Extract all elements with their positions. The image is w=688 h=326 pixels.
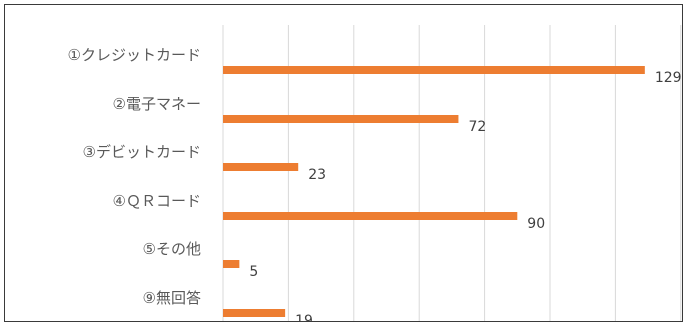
bar-2 (223, 115, 459, 123)
bar-1 (223, 66, 645, 74)
data-label: 5 (249, 264, 258, 280)
bar-5 (223, 260, 240, 268)
category-label: ⑤その他 (143, 240, 201, 258)
labels: ①クレジットカード 129 ②電子マネー 72 ③デビットカード 23 ④ＱＲコード 90 ⑤そ… (68, 46, 682, 322)
category-label: ③デビットカード (83, 143, 201, 161)
chart-frame: ①クレジットカード 129 ②電子マネー 72 ③デビットカード 23 ④ＱＲコード 90 ⑤そ… (4, 4, 683, 322)
category-label: ⑨無回答 (143, 289, 201, 307)
bar-chart: ①クレジットカード 129 ②電子マネー 72 ③デビットカード 23 ④ＱＲコード 90 ⑤そ… (68, 25, 682, 322)
bar-4 (223, 212, 518, 220)
data-label: 90 (527, 216, 545, 232)
data-label: 19 (295, 313, 313, 322)
category-label: ④ＱＲコード (113, 192, 201, 210)
category-label: ②電子マネー (113, 95, 201, 113)
data-label: 129 (655, 70, 682, 86)
data-label: 72 (468, 119, 486, 135)
bars (223, 66, 645, 317)
bar-3 (223, 163, 299, 171)
data-label: 23 (308, 167, 326, 183)
category-label: ①クレジットカード (68, 46, 201, 64)
gridlines (222, 25, 682, 321)
bar-6 (223, 309, 286, 317)
